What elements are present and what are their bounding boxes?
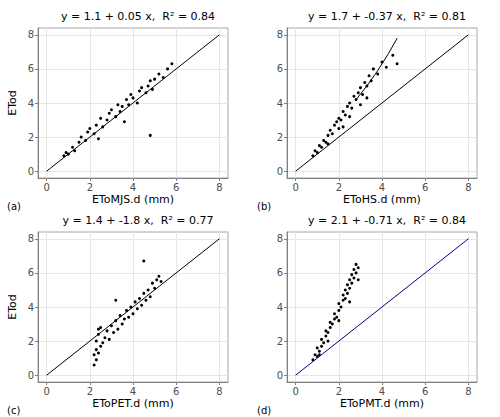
- svg-text:6: 6: [422, 182, 428, 193]
- svg-text:y = 1.7 + -0.37 x, R² = 0.81: y = 1.7 + -0.37 x, R² = 0.81: [308, 10, 466, 23]
- svg-text:(a): (a): [7, 201, 21, 212]
- svg-text:2: 2: [336, 182, 342, 193]
- svg-text:6: 6: [28, 267, 34, 278]
- svg-text:0: 0: [277, 370, 283, 381]
- svg-text:8: 8: [465, 386, 471, 397]
- svg-text:ETod: ETod: [6, 294, 19, 320]
- svg-text:(c): (c): [7, 405, 20, 416]
- svg-text:0: 0: [277, 166, 283, 177]
- svg-text:ETod: ETod: [6, 90, 19, 116]
- svg-text:y = 2.1 + -0.71 x, R² = 0.84: y = 2.1 + -0.71 x, R² = 0.84: [308, 214, 466, 227]
- svg-text:EToPMT.d (mm): EToPMT.d (mm): [340, 397, 424, 410]
- svg-text:(d): (d): [257, 405, 271, 416]
- svg-text:0: 0: [292, 386, 298, 397]
- svg-text:0: 0: [28, 370, 34, 381]
- svg-text:EToMJS.d (mm): EToMJS.d (mm): [92, 193, 174, 206]
- svg-text:0: 0: [43, 386, 49, 397]
- svg-text:4: 4: [277, 302, 283, 313]
- svg-text:y = 1.4 + -1.8 x, R² = 0.77: y = 1.4 + -1.8 x, R² = 0.77: [62, 214, 213, 227]
- svg-text:2: 2: [28, 132, 34, 143]
- svg-text:EToPET.d (mm): EToPET.d (mm): [92, 397, 174, 410]
- svg-text:2: 2: [87, 386, 93, 397]
- svg-text:4: 4: [277, 98, 283, 109]
- svg-text:4: 4: [130, 182, 136, 193]
- svg-text:4: 4: [130, 386, 136, 397]
- svg-text:4: 4: [379, 182, 385, 193]
- svg-text:6: 6: [277, 63, 283, 74]
- svg-text:8: 8: [28, 233, 34, 244]
- svg-text:4: 4: [28, 302, 34, 313]
- svg-text:8: 8: [465, 182, 471, 193]
- svg-text:0: 0: [43, 182, 49, 193]
- svg-text:6: 6: [173, 182, 179, 193]
- svg-text:4: 4: [379, 386, 385, 397]
- svg-text:(b): (b): [257, 201, 271, 212]
- svg-text:8: 8: [28, 29, 34, 40]
- svg-text:6: 6: [277, 267, 283, 278]
- svg-text:0: 0: [292, 182, 298, 193]
- svg-text:8: 8: [277, 29, 283, 40]
- svg-text:EToHS.d (mm): EToHS.d (mm): [343, 193, 421, 206]
- svg-text:8: 8: [216, 182, 222, 193]
- svg-text:2: 2: [28, 336, 34, 347]
- svg-text:2: 2: [277, 336, 283, 347]
- svg-text:2: 2: [336, 386, 342, 397]
- svg-text:y = 1.1 + 0.05 x, R² = 0.84: y = 1.1 + 0.05 x, R² = 0.84: [61, 10, 215, 23]
- svg-text:8: 8: [277, 233, 283, 244]
- svg-text:2: 2: [277, 132, 283, 143]
- svg-text:6: 6: [173, 386, 179, 397]
- svg-text:4: 4: [28, 98, 34, 109]
- svg-text:6: 6: [422, 386, 428, 397]
- svg-text:2: 2: [87, 182, 93, 193]
- svg-text:0: 0: [28, 166, 34, 177]
- svg-text:6: 6: [28, 63, 34, 74]
- svg-text:8: 8: [216, 386, 222, 397]
